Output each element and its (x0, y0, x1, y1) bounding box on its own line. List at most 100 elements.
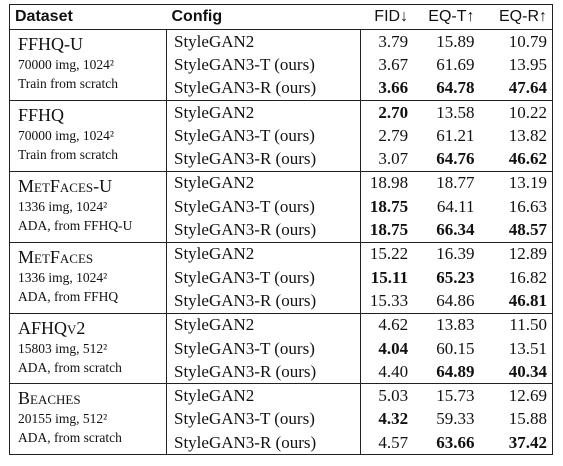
data-row: StyleGAN3-T (ours) 18.75 64.11 16.63 (10, 195, 553, 219)
config-cell: StyleGAN2 (166, 99, 362, 125)
metric-cell: 15.11 (370, 267, 409, 287)
config-cell: StyleGAN2 (166, 312, 362, 337)
metric-cell: 12.89 (479, 241, 553, 266)
dataset-name: FFHQ-U (18, 34, 84, 54)
metric-cell: 64.11 (436, 196, 475, 216)
data-row: StyleGAN3-T (ours) 2.79 61.21 13.82 (10, 124, 553, 148)
config-cell: StyleGAN3-R (ours) (166, 76, 362, 101)
metric-cell: 48.57 (508, 220, 547, 240)
data-row: FFHQ-U 70000 img, 1024² Train from scratch… (9, 29, 553, 101)
metric-cell: 3.79 (360, 29, 414, 54)
metric-cell: 3.67 (378, 54, 409, 74)
data-row: MetFaces 1336 img, 1024² ADA, from FFHQ Sty… (9, 241, 553, 314)
dataset-detail: 15803 img, 512² (18, 340, 108, 356)
metric-cell: 15.88 (508, 409, 547, 429)
dataset-detail: Train from scratch (18, 146, 118, 162)
metric-cell: 13.51 (508, 338, 547, 358)
metric-cell: 46.62 (508, 149, 547, 169)
metric-cell: 5.03 (360, 383, 414, 408)
header-row: Dataset Config FID↓ EQ-T↑ EQ-R↑ (9, 4, 553, 30)
metric-cell: 13.58 (413, 99, 480, 125)
dataset-cell: Beaches 20155 img, 512² ADA, from scratch (9, 383, 167, 455)
metric-cell: 66.34 (436, 220, 475, 240)
metric-cell: 61.69 (436, 54, 475, 74)
metric-cell: 12.69 (479, 383, 553, 408)
metric-cell: 59.33 (436, 409, 475, 429)
dataset-name: MetFaces-U (18, 175, 113, 196)
dataset-cell: MetFaces-U 1336 img, 1024² ADA, from FFHQ-… (9, 170, 167, 243)
config-cell: StyleGAN3-T (ours) (166, 336, 362, 361)
metric-cell: 15.73 (413, 383, 480, 408)
metric-cell: 65.23 (436, 267, 475, 287)
config-cell: StyleGAN3-R (ours) (166, 431, 362, 455)
metric-cell: 60.15 (436, 338, 475, 358)
dataset-name: FFHQ (18, 104, 65, 125)
dataset-detail: 1336 img, 1024² (18, 198, 108, 214)
metric-cell: 18.98 (360, 170, 414, 196)
dataset-cell: FFHQ-U 70000 img, 1024² Train from scratch (9, 29, 167, 101)
metric-cell: 64.76 (436, 149, 475, 169)
metric-cell: 4.04 (378, 338, 409, 358)
data-row: StyleGAN3-R (ours) 3.07 64.76 46.62 (10, 147, 553, 172)
metric-cell: 18.75 (369, 220, 409, 240)
header-cell: FID↓ (360, 4, 414, 30)
dataset-cell: FFHQ 70000 img, 1024² Train from scratch (9, 99, 167, 172)
dataset-cell: AFHQv2 15803 img, 512² ADA, from scratch (9, 312, 167, 384)
data-row: StyleGAN3-R (ours) 4.40 64.89 40.34 (10, 360, 553, 384)
metric-cell: 63.66 (436, 432, 475, 452)
metric-cell: 46.81 (508, 290, 547, 310)
config-cell: StyleGAN2 (166, 241, 362, 266)
metric-cell: 4.32 (378, 409, 409, 429)
config-cell: StyleGAN3-R (ours) (166, 218, 362, 243)
dataset-detail: ADA, from scratch (18, 359, 122, 375)
metric-cell: 64.86 (436, 290, 475, 310)
metric-cell: 16.82 (508, 267, 547, 287)
metric-cell: 64.89 (436, 361, 475, 381)
dataset-detail: ADA, from scratch (18, 430, 122, 446)
config-cell: StyleGAN3-T (ours) (166, 195, 362, 219)
metric-cell: 40.34 (508, 361, 547, 381)
metric-cell: 64.78 (436, 78, 475, 98)
metric-cell: 15.89 (413, 29, 480, 54)
data-row: FFHQ 70000 img, 1024² Train from scratch St… (9, 99, 553, 172)
metric-cell: 47.64 (508, 78, 547, 98)
dataset-detail: 20155 img, 512² (18, 411, 108, 427)
metric-cell: 37.42 (508, 432, 547, 452)
metric-cell: 13.83 (413, 312, 480, 337)
metric-cell: 2.70 (360, 99, 414, 125)
header-cell: Dataset (9, 4, 167, 30)
data-row: StyleGAN3-R (ours) 3.66 64.78 47.64 (10, 76, 553, 101)
metric-cell: 18.77 (413, 170, 480, 196)
metric-cell: 13.82 (508, 125, 547, 145)
data-row: StyleGAN3-T (ours) 15.11 65.23 16.82 (10, 265, 553, 290)
metric-cell: 4.40 (378, 361, 409, 381)
data-row: Beaches 20155 img, 512² ADA, from scratch S… (9, 383, 553, 455)
dataset-detail: ADA, from FFHQ-U (18, 217, 133, 233)
data-row: StyleGAN3-T (ours) 4.04 60.15 13.51 (10, 336, 553, 361)
config-cell: StyleGAN3-T (ours) (166, 53, 362, 77)
data-row: StyleGAN3-R (ours) 18.75 66.34 48.57 (10, 218, 553, 243)
results-table: Dataset Config FID↓ EQ-T↑ EQ-R↑ FFHQ-U 70000 i… (9, 4, 553, 456)
data-row: AFHQv2 15803 img, 512² ADA, from scratch St… (9, 312, 553, 384)
metric-cell: 13.19 (479, 170, 553, 196)
config-cell: StyleGAN2 (166, 29, 362, 54)
metric-cell: 11.50 (479, 312, 553, 337)
header-cell: Config (166, 4, 361, 30)
dataset-name: Beaches (18, 388, 81, 409)
metric-cell: 10.22 (479, 99, 553, 125)
dataset-detail: 70000 img, 1024² (18, 127, 114, 143)
metric-cell: 4.62 (360, 312, 414, 337)
data-row: MetFaces-U 1336 img, 1024² ADA, from FFHQ-… (9, 170, 553, 243)
dataset-detail: 70000 img, 1024² (18, 57, 114, 72)
dataset-name: AFHQv2 (18, 317, 86, 338)
dataset-detail: Train from scratch (18, 76, 118, 91)
metric-cell: 18.75 (369, 196, 409, 216)
dataset-name: MetFaces (18, 246, 94, 267)
config-cell: StyleGAN3-T (ours) (166, 265, 362, 290)
data-row: StyleGAN3-R (ours) 4.57 63.66 37.42 (10, 431, 553, 455)
data-row: StyleGAN3-T (ours) 3.67 61.69 13.95 (10, 53, 553, 77)
metric-cell: 2.79 (378, 125, 409, 145)
metric-cell: 16.63 (508, 196, 547, 216)
config-cell: StyleGAN2 (166, 383, 362, 408)
